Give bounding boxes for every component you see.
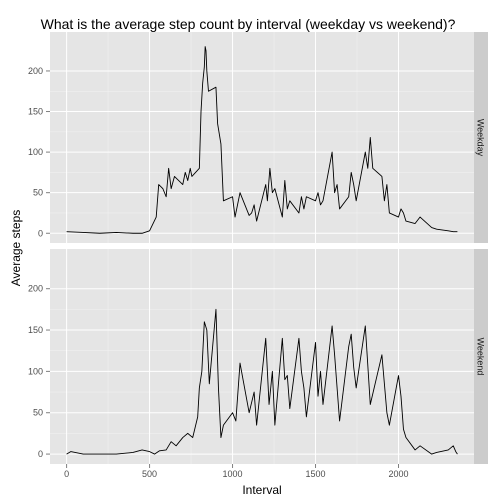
series-line-weekend — [66, 308, 458, 455]
y-tick-label: 0 — [38, 228, 43, 238]
x-tick-label: 1000 — [223, 469, 243, 479]
x-tick-label: 1500 — [306, 469, 326, 479]
chart-title: What is the average step count by interv… — [41, 16, 456, 32]
y-tick-label: 100 — [28, 366, 43, 376]
y-tick-label: 50 — [33, 408, 43, 418]
x-axis-title: Interval — [242, 483, 281, 497]
panel-grid-weekday — [50, 32, 474, 243]
strip-weekday — [474, 32, 488, 243]
strip-label-weekend: Weekend — [476, 338, 486, 376]
x-axis-ticks: 0 500 1000 1500 2000 — [64, 464, 409, 479]
series-line-weekday — [66, 46, 458, 234]
y-axis-ticks-weekend: 0 50 100 150 200 — [28, 284, 50, 459]
y-tick-label: 200 — [28, 66, 43, 76]
x-tick-label: 2000 — [388, 469, 408, 479]
y-axis-title: Average steps — [9, 210, 23, 287]
y-tick-label: 200 — [28, 284, 43, 294]
y-tick-label: 150 — [28, 325, 43, 335]
y-axis-ticks-weekday: 0 50 100 150 200 — [28, 66, 50, 238]
y-tick-label: 100 — [28, 147, 43, 157]
strip-label-weekday: Weekday — [476, 119, 486, 157]
facet-panel-weekend: Weekend 0 50 100 150 200 — [28, 249, 488, 464]
panel-background-weekend — [50, 249, 474, 464]
y-tick-label: 0 — [38, 449, 43, 459]
strip-weekend — [474, 249, 488, 464]
y-tick-label: 150 — [28, 107, 43, 117]
panel-background-weekday — [50, 32, 474, 243]
x-tick-label: 500 — [142, 469, 157, 479]
x-tick-label: 0 — [64, 469, 69, 479]
facet-panel-weekday: Weekday 0 50 100 150 200 — [28, 32, 488, 243]
y-tick-label: 50 — [33, 188, 43, 198]
